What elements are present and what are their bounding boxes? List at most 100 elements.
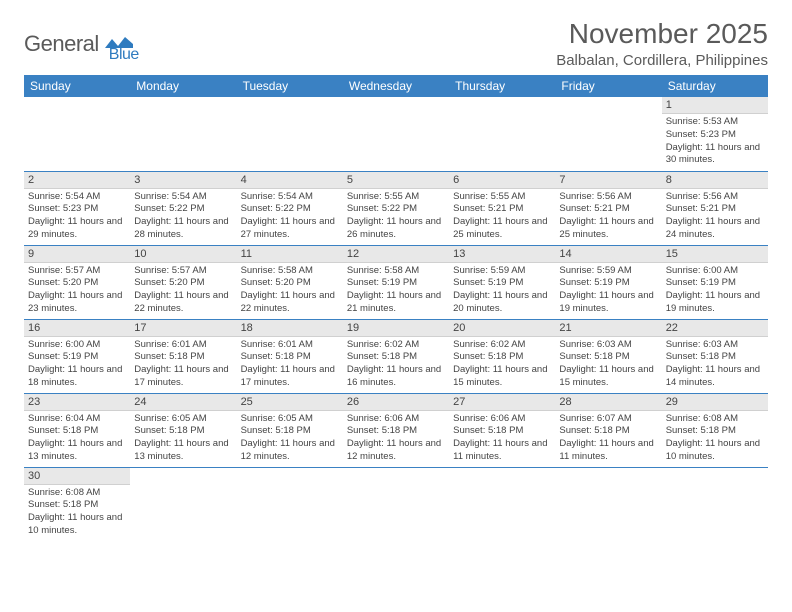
day-detail: Sunrise: 5:55 AMSunset: 5:21 PMDaylight:… <box>449 189 555 244</box>
day-cell: 14Sunrise: 5:59 AMSunset: 5:19 PMDayligh… <box>555 245 661 319</box>
sunset-line: Sunset: 5:18 PM <box>453 425 551 438</box>
sunrise-line: Sunrise: 6:08 AM <box>28 487 126 500</box>
sunrise-line: Sunrise: 6:05 AM <box>134 413 232 426</box>
day-detail: Sunrise: 5:58 AMSunset: 5:20 PMDaylight:… <box>237 263 343 318</box>
day-cell: 2Sunrise: 5:54 AMSunset: 5:23 PMDaylight… <box>24 171 130 245</box>
col-header: Saturday <box>662 75 768 97</box>
day-number: 24 <box>130 394 236 411</box>
location: Balbalan, Cordillera, Philippines <box>556 52 768 69</box>
day-cell <box>343 97 449 171</box>
day-detail: Sunrise: 6:01 AMSunset: 5:18 PMDaylight:… <box>130 337 236 392</box>
title-block: November 2025 Balbalan, Cordillera, Phil… <box>556 18 768 69</box>
week-row: 9Sunrise: 5:57 AMSunset: 5:20 PMDaylight… <box>24 245 768 319</box>
day-cell: 10Sunrise: 5:57 AMSunset: 5:20 PMDayligh… <box>130 245 236 319</box>
day-detail: Sunrise: 6:06 AMSunset: 5:18 PMDaylight:… <box>449 411 555 466</box>
day-cell <box>24 97 130 171</box>
sunrise-line: Sunrise: 5:57 AM <box>134 265 232 278</box>
daylight-line: Daylight: 11 hours and 20 minutes. <box>453 290 551 316</box>
sunset-line: Sunset: 5:18 PM <box>453 351 551 364</box>
day-cell <box>555 467 661 541</box>
day-detail: Sunrise: 6:05 AMSunset: 5:18 PMDaylight:… <box>130 411 236 466</box>
sunrise-line: Sunrise: 6:00 AM <box>666 265 764 278</box>
day-detail: Sunrise: 5:57 AMSunset: 5:20 PMDaylight:… <box>130 263 236 318</box>
day-detail: Sunrise: 5:54 AMSunset: 5:22 PMDaylight:… <box>237 189 343 244</box>
sunset-line: Sunset: 5:21 PM <box>453 203 551 216</box>
daylight-line: Daylight: 11 hours and 24 minutes. <box>666 216 764 242</box>
day-number: 20 <box>449 320 555 337</box>
day-cell: 12Sunrise: 5:58 AMSunset: 5:19 PMDayligh… <box>343 245 449 319</box>
day-cell: 29Sunrise: 6:08 AMSunset: 5:18 PMDayligh… <box>662 393 768 467</box>
week-row: 30Sunrise: 6:08 AMSunset: 5:18 PMDayligh… <box>24 467 768 541</box>
sunrise-line: Sunrise: 5:54 AM <box>134 191 232 204</box>
sunset-line: Sunset: 5:19 PM <box>559 277 657 290</box>
day-cell: 30Sunrise: 6:08 AMSunset: 5:18 PMDayligh… <box>24 467 130 541</box>
daylight-line: Daylight: 11 hours and 17 minutes. <box>134 364 232 390</box>
page: General Blue November 2025 Balbalan, Cor… <box>0 0 792 559</box>
day-number: 4 <box>237 172 343 189</box>
day-cell: 1Sunrise: 5:53 AMSunset: 5:23 PMDaylight… <box>662 97 768 171</box>
col-header: Monday <box>130 75 236 97</box>
day-number: 28 <box>555 394 661 411</box>
sunrise-line: Sunrise: 5:53 AM <box>666 116 764 129</box>
daylight-line: Daylight: 11 hours and 15 minutes. <box>453 364 551 390</box>
day-cell: 9Sunrise: 5:57 AMSunset: 5:20 PMDaylight… <box>24 245 130 319</box>
col-header: Friday <box>555 75 661 97</box>
sunset-line: Sunset: 5:18 PM <box>347 351 445 364</box>
sunset-line: Sunset: 5:19 PM <box>666 277 764 290</box>
sunset-line: Sunset: 5:18 PM <box>347 425 445 438</box>
day-cell: 5Sunrise: 5:55 AMSunset: 5:22 PMDaylight… <box>343 171 449 245</box>
day-number: 18 <box>237 320 343 337</box>
daylight-line: Daylight: 11 hours and 12 minutes. <box>241 438 339 464</box>
day-number: 23 <box>24 394 130 411</box>
day-cell: 11Sunrise: 5:58 AMSunset: 5:20 PMDayligh… <box>237 245 343 319</box>
day-detail: Sunrise: 6:04 AMSunset: 5:18 PMDaylight:… <box>24 411 130 466</box>
day-detail: Sunrise: 6:07 AMSunset: 5:18 PMDaylight:… <box>555 411 661 466</box>
logo-text-general: General <box>24 31 99 57</box>
day-detail: Sunrise: 6:03 AMSunset: 5:18 PMDaylight:… <box>555 337 661 392</box>
col-header: Sunday <box>24 75 130 97</box>
day-detail: Sunrise: 5:55 AMSunset: 5:22 PMDaylight:… <box>343 189 449 244</box>
daylight-line: Daylight: 11 hours and 11 minutes. <box>559 438 657 464</box>
col-header: Tuesday <box>237 75 343 97</box>
sunrise-line: Sunrise: 5:54 AM <box>241 191 339 204</box>
day-number: 10 <box>130 246 236 263</box>
day-detail: Sunrise: 6:05 AMSunset: 5:18 PMDaylight:… <box>237 411 343 466</box>
sunrise-line: Sunrise: 5:59 AM <box>559 265 657 278</box>
day-number: 30 <box>24 468 130 485</box>
month-title: November 2025 <box>556 18 768 50</box>
sunrise-line: Sunrise: 6:00 AM <box>28 339 126 352</box>
daylight-line: Daylight: 11 hours and 26 minutes. <box>347 216 445 242</box>
daylight-line: Daylight: 11 hours and 19 minutes. <box>666 290 764 316</box>
sunrise-line: Sunrise: 6:02 AM <box>347 339 445 352</box>
day-number: 11 <box>237 246 343 263</box>
day-detail: Sunrise: 5:54 AMSunset: 5:22 PMDaylight:… <box>130 189 236 244</box>
sunset-line: Sunset: 5:18 PM <box>559 425 657 438</box>
sunrise-line: Sunrise: 6:06 AM <box>347 413 445 426</box>
day-number: 22 <box>662 320 768 337</box>
day-cell: 16Sunrise: 6:00 AMSunset: 5:19 PMDayligh… <box>24 319 130 393</box>
calendar-head: SundayMondayTuesdayWednesdayThursdayFrid… <box>24 75 768 97</box>
day-cell: 21Sunrise: 6:03 AMSunset: 5:18 PMDayligh… <box>555 319 661 393</box>
day-detail: Sunrise: 6:01 AMSunset: 5:18 PMDaylight:… <box>237 337 343 392</box>
day-cell: 7Sunrise: 5:56 AMSunset: 5:21 PMDaylight… <box>555 171 661 245</box>
sunset-line: Sunset: 5:18 PM <box>666 351 764 364</box>
day-number: 5 <box>343 172 449 189</box>
sunrise-line: Sunrise: 5:55 AM <box>453 191 551 204</box>
sunrise-line: Sunrise: 5:57 AM <box>28 265 126 278</box>
day-detail: Sunrise: 5:54 AMSunset: 5:23 PMDaylight:… <box>24 189 130 244</box>
day-detail: Sunrise: 5:58 AMSunset: 5:19 PMDaylight:… <box>343 263 449 318</box>
daylight-line: Daylight: 11 hours and 10 minutes. <box>28 512 126 538</box>
day-cell: 25Sunrise: 6:05 AMSunset: 5:18 PMDayligh… <box>237 393 343 467</box>
day-number: 21 <box>555 320 661 337</box>
day-number: 14 <box>555 246 661 263</box>
day-number: 16 <box>24 320 130 337</box>
day-detail: Sunrise: 5:59 AMSunset: 5:19 PMDaylight:… <box>555 263 661 318</box>
daylight-line: Daylight: 11 hours and 10 minutes. <box>666 438 764 464</box>
sunrise-line: Sunrise: 5:55 AM <box>347 191 445 204</box>
sunrise-line: Sunrise: 6:03 AM <box>559 339 657 352</box>
day-cell: 26Sunrise: 6:06 AMSunset: 5:18 PMDayligh… <box>343 393 449 467</box>
daylight-line: Daylight: 11 hours and 15 minutes. <box>559 364 657 390</box>
sunset-line: Sunset: 5:18 PM <box>28 425 126 438</box>
day-detail: Sunrise: 6:02 AMSunset: 5:18 PMDaylight:… <box>343 337 449 392</box>
day-cell: 28Sunrise: 6:07 AMSunset: 5:18 PMDayligh… <box>555 393 661 467</box>
